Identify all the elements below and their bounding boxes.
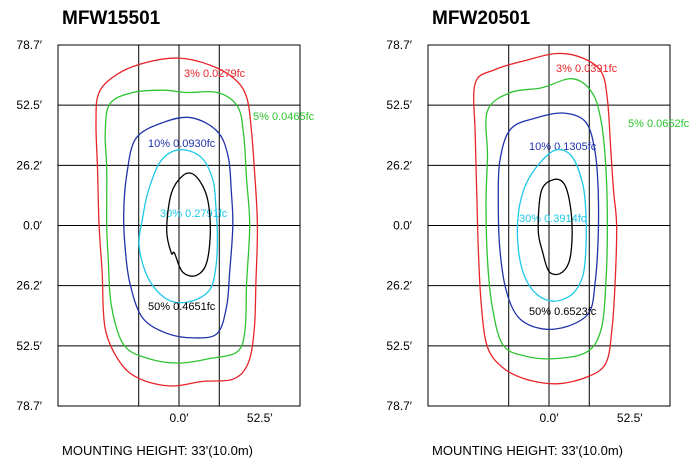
contour-label: 10% 0.1305fc (529, 141, 597, 153)
y-tick-label: 78.7′ (16, 38, 42, 52)
x-tick-label: 0.0′ (170, 411, 190, 425)
grid-lines (428, 45, 670, 406)
y-tick-label: 0.0′ (393, 219, 413, 233)
isoline-contour (166, 172, 211, 277)
isoline-contour (104, 89, 251, 364)
mounting-height-caption: MOUNTING HEIGHT: 33'(10.0m) (62, 443, 254, 458)
y-tick-label: 52.5′ (16, 98, 42, 112)
contour-label: 5% 0.0465fc (253, 111, 315, 123)
isoline-contour (122, 116, 234, 339)
y-tick-label: 26.2′ (16, 279, 42, 293)
contour-label: 3% 0.0279fc (184, 68, 246, 80)
y-tick-label: 78.7′ (386, 399, 412, 413)
y-tick-label: 52.5′ (16, 339, 42, 353)
y-tick-label: 78.7′ (16, 399, 42, 413)
y-tick-label: 26.2′ (386, 279, 412, 293)
isoline-contour (537, 178, 573, 276)
grid-lines (58, 45, 300, 406)
contour-label: 50% 0.4651fc (148, 301, 216, 313)
y-tick-label: 0.0′ (23, 219, 43, 233)
contour-label: 50% 0.6523fc (529, 306, 597, 318)
contour-label: 30% 0.3914fc (519, 213, 587, 225)
isoline-contour (497, 112, 600, 331)
y-tick-label: 78.7′ (386, 38, 412, 52)
x-tick-label: 52.5′ (617, 411, 643, 425)
isofootcandle-plot: 78.7′ 52.5′ 26.2′ 0.0′ 26.2′ 52.5′ 78.7′ 0.0′ 52… (386, 38, 690, 425)
isoline-contour (516, 148, 587, 302)
chart-title: MFW15501 (62, 8, 161, 29)
chart-panel-mfw20501: MFW20501 78.7′ 52.5′ 26.2′ 0.0′ 26.2′ 52.5′ 78… (346, 0, 692, 461)
isoline-contour (95, 57, 259, 387)
chart-panel-mfw15501: MFW15501 78.7′ 52.5′ 26.2′ 0.0′ 26.2′ 52.5′ 78… (16, 8, 315, 458)
contour-label: 5% 0.0652fc (628, 118, 690, 130)
y-tick-label: 52.5′ (386, 98, 412, 112)
y-tick-label: 52.5′ (386, 339, 412, 353)
isoline-contour (473, 52, 618, 385)
contour-label: 10% 0.0930fc (148, 138, 216, 150)
isofootcandle-plot: 78.7′ 52.5′ 26.2′ 0.0′ 26.2′ 52.5′ 78.7′ 0.0′ 52… (16, 38, 315, 425)
mounting-height-caption: MOUNTING HEIGHT: 33'(10.0m) (432, 443, 624, 458)
contour-label: 3% 0.0391fc (556, 63, 618, 75)
isoline-contour (485, 78, 609, 360)
x-tick-label: 52.5′ (247, 411, 273, 425)
x-tick-label: 0.0′ (540, 411, 560, 425)
y-tick-label: 26.2′ (386, 158, 412, 172)
contour-label: 30% 0.2791fc (160, 208, 228, 220)
chart-title: MFW20501 (432, 8, 531, 29)
isoline-contour (138, 149, 219, 304)
y-tick-label: 26.2′ (16, 158, 42, 172)
